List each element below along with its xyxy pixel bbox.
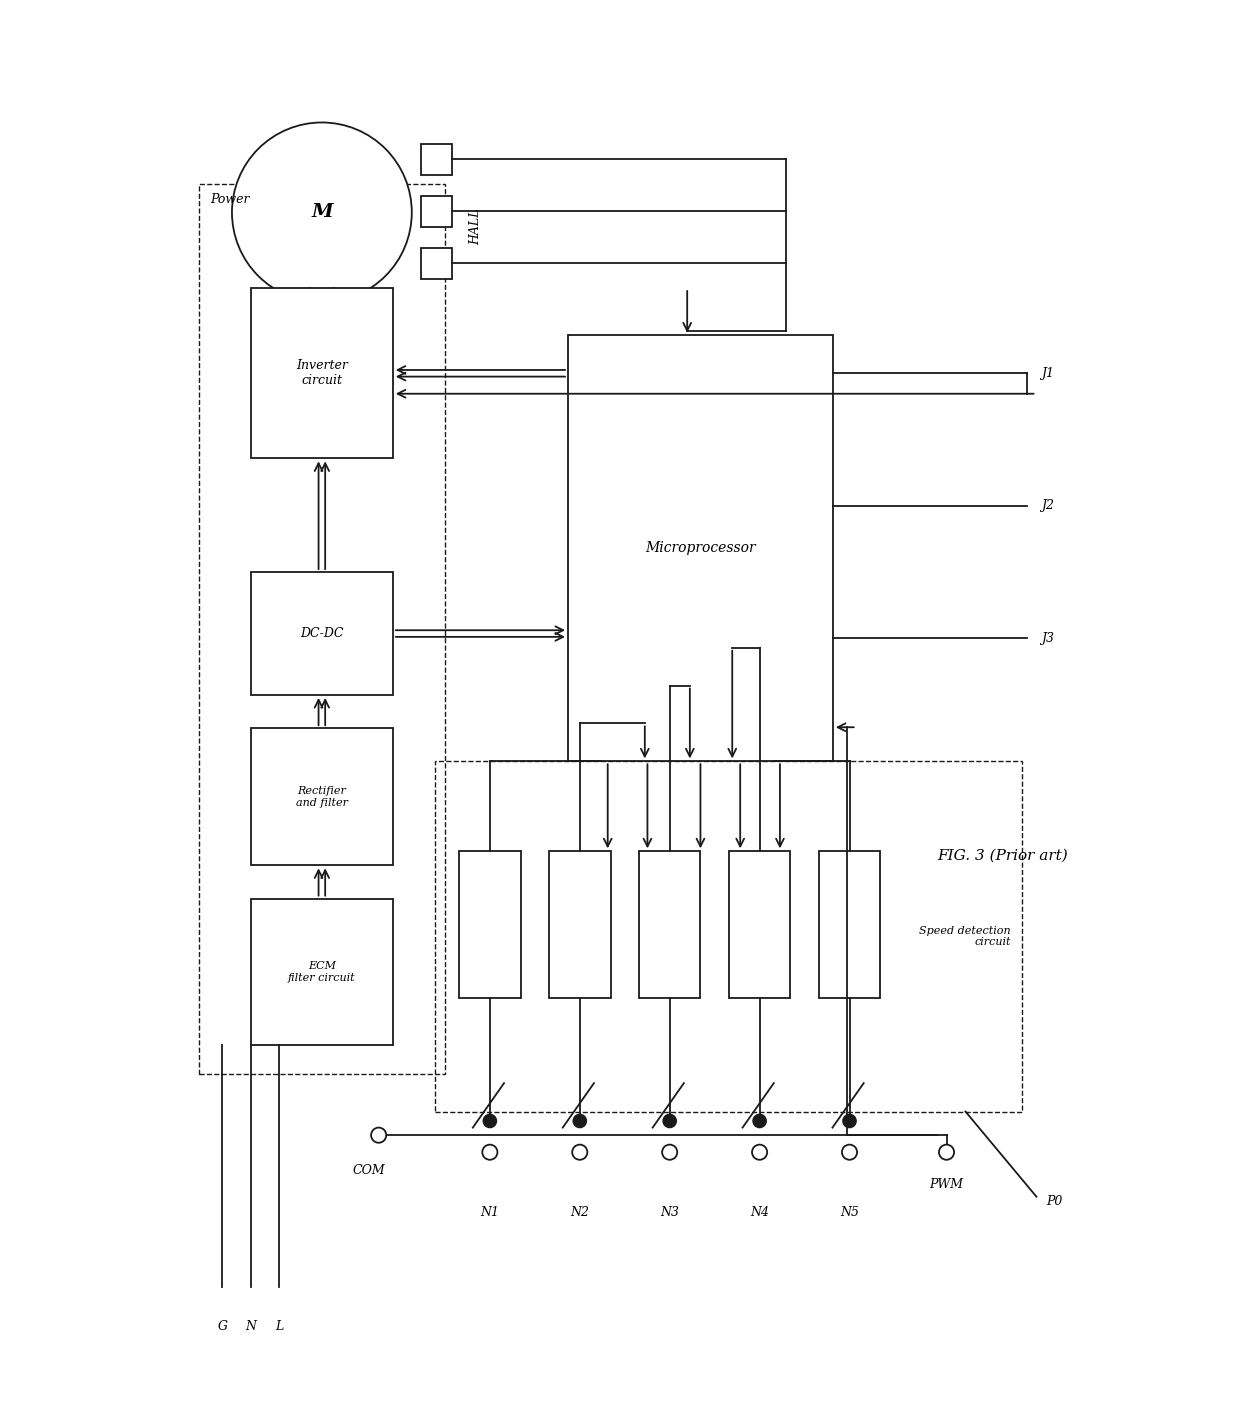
Text: HALL: HALL xyxy=(469,208,481,244)
Text: Inverter
circuit: Inverter circuit xyxy=(296,360,347,387)
Circle shape xyxy=(484,1114,496,1128)
Bar xyxy=(729,851,790,998)
Text: J2: J2 xyxy=(1042,500,1054,513)
Bar xyxy=(422,248,451,278)
Text: ECM
filter circuit: ECM filter circuit xyxy=(288,961,356,982)
Circle shape xyxy=(842,1145,857,1160)
Text: J3: J3 xyxy=(1042,631,1054,645)
Text: FIG. 3 (Prior art): FIG. 3 (Prior art) xyxy=(937,850,1068,863)
Text: N2: N2 xyxy=(570,1207,589,1220)
Text: COM: COM xyxy=(353,1164,386,1177)
Circle shape xyxy=(753,1114,766,1128)
Bar xyxy=(459,851,521,998)
Bar xyxy=(422,196,451,227)
Text: L: L xyxy=(275,1319,284,1332)
Text: N5: N5 xyxy=(839,1207,859,1220)
Text: N: N xyxy=(246,1319,257,1332)
Text: G: G xyxy=(217,1319,227,1332)
Bar xyxy=(435,761,1022,1111)
Bar xyxy=(250,573,393,695)
Text: PWM: PWM xyxy=(930,1178,963,1191)
Circle shape xyxy=(572,1145,588,1160)
Bar xyxy=(568,336,833,761)
Circle shape xyxy=(232,123,412,303)
Bar xyxy=(250,288,393,458)
Circle shape xyxy=(663,1114,676,1128)
Circle shape xyxy=(662,1145,677,1160)
Bar xyxy=(639,851,701,998)
Text: M: M xyxy=(311,203,332,221)
Bar xyxy=(250,898,393,1045)
Text: DC-DC: DC-DC xyxy=(300,627,343,640)
Circle shape xyxy=(482,1145,497,1160)
Bar xyxy=(422,144,451,174)
Circle shape xyxy=(939,1145,954,1160)
Bar xyxy=(818,851,880,998)
Text: N4: N4 xyxy=(750,1207,769,1220)
Circle shape xyxy=(843,1114,856,1128)
Text: Rectifier
and filter: Rectifier and filter xyxy=(296,785,348,808)
Text: Power: Power xyxy=(211,193,249,207)
Text: Microprocessor: Microprocessor xyxy=(645,541,755,555)
Text: Speed detection
circuit: Speed detection circuit xyxy=(919,925,1011,947)
Circle shape xyxy=(751,1145,768,1160)
Circle shape xyxy=(371,1128,386,1142)
Text: N3: N3 xyxy=(660,1207,680,1220)
Bar xyxy=(549,851,610,998)
Text: P0: P0 xyxy=(1045,1195,1063,1208)
Bar xyxy=(250,728,393,865)
Bar xyxy=(198,184,445,1074)
Circle shape xyxy=(573,1114,587,1128)
Text: N1: N1 xyxy=(480,1207,500,1220)
Text: J1: J1 xyxy=(1042,367,1054,380)
